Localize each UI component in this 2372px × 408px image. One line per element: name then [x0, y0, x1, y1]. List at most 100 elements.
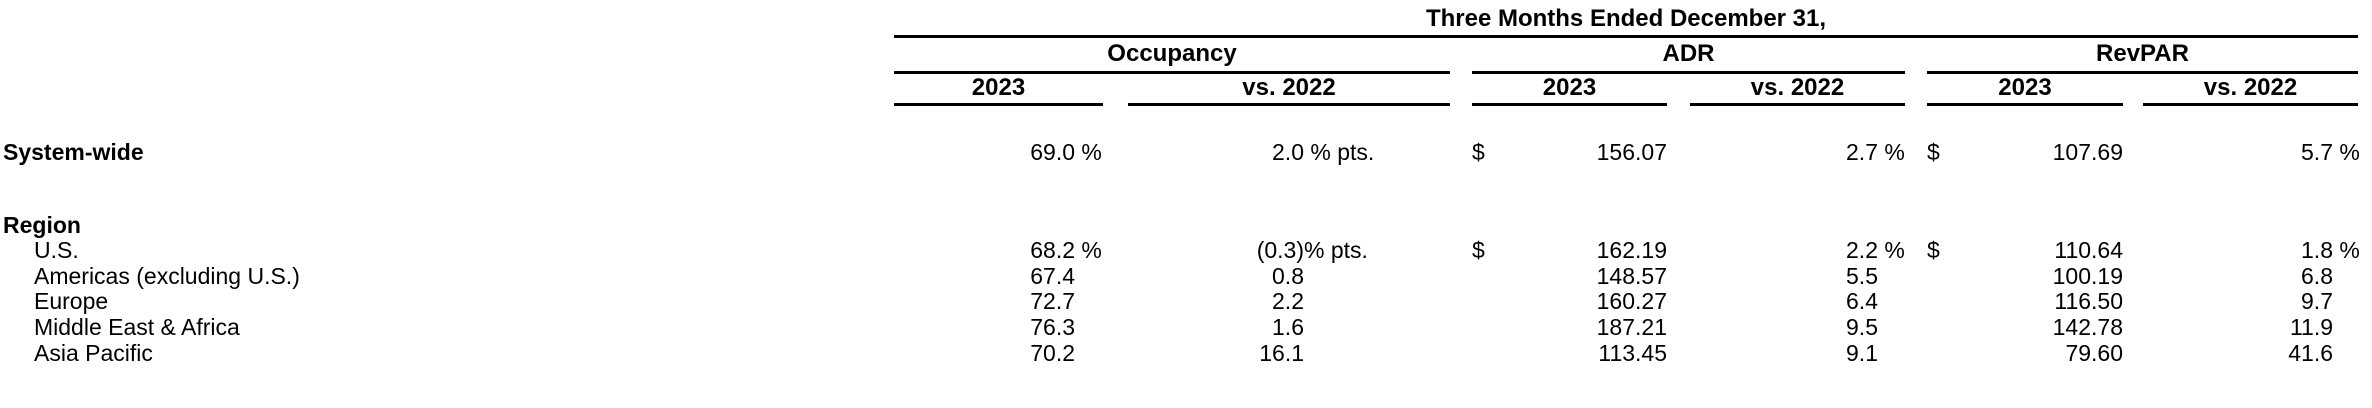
- unit-suffix: %: [1075, 138, 1102, 165]
- unit-suffix: %: [2333, 138, 2360, 165]
- revpar-vs2022-rule: [2143, 103, 2358, 106]
- value: 110.64: [2054, 236, 2123, 263]
- cell-revpar-vs2022: 1.8 %: [2143, 236, 2360, 263]
- cell-adr-2023: $162.19: [1472, 237, 1667, 263]
- value: 11.9: [2289, 313, 2333, 340]
- revpar-group-rule: [1927, 71, 2358, 74]
- occupancy-vs2022-rule: [1128, 103, 1450, 106]
- occupancy-2023-rule: [894, 103, 1103, 106]
- row-label: Middle East & Africa: [34, 313, 240, 340]
- value: 0.8: [1272, 262, 1304, 289]
- col-header-occupancy-vs2022: vs. 2022: [1242, 74, 1336, 101]
- row-label: Americas (excluding U.S.): [34, 262, 300, 289]
- value: 107.69: [2052, 138, 2123, 165]
- value: 79.60: [2065, 339, 2123, 366]
- adr-group-rule: [1472, 71, 1905, 74]
- cell-occupancy-vs2022: 2.2: [1128, 288, 1450, 314]
- cell-revpar-vs2022: 9.7: [2143, 288, 2358, 314]
- value: 6.8: [2301, 262, 2333, 289]
- period-header: Three Months Ended December 31,: [1425, 5, 1827, 32]
- cell-adr-vs2022: 5.5: [1690, 263, 1905, 289]
- adr-vs2022-rule: [1690, 103, 1905, 106]
- table-row-us: U.S. 68.2 % (0.3)% pts. $162.19 2.2 % $1…: [0, 237, 2372, 263]
- cell-occupancy-vs2022: 16.1: [1128, 340, 1450, 366]
- cell-adr-2023: $156.07: [1472, 139, 1667, 165]
- col-header-occupancy-2023: 2023: [971, 74, 1026, 101]
- cell-revpar-2023: 79.60: [1927, 340, 2123, 366]
- cell-occupancy-2023: 72.7: [894, 288, 1103, 314]
- dollar-sign: $: [1927, 138, 1940, 165]
- cell-revpar-vs2022: 6.8: [2143, 263, 2358, 289]
- value: 142.78: [2052, 313, 2123, 340]
- dollar-sign: $: [1472, 138, 1485, 165]
- value: 1.6: [1272, 313, 1304, 340]
- value: 76.3: [1030, 313, 1075, 340]
- group-header-occupancy: Occupancy: [1107, 40, 1237, 67]
- col-header-revpar-2023: 2023: [1998, 74, 2052, 101]
- value: 70.2: [1030, 339, 1075, 366]
- unit-suffix: % pts.: [1304, 236, 1368, 263]
- cell-occupancy-vs2022: 0.8: [1128, 263, 1450, 289]
- value: 9.7: [2301, 287, 2333, 314]
- cell-occupancy-2023: 67.4: [894, 263, 1103, 289]
- unit-suffix: %: [1878, 138, 1905, 165]
- value: 41.6: [2288, 339, 2333, 366]
- cell-adr-vs2022: 9.5: [1690, 314, 1905, 340]
- cell-adr-vs2022: 2.2 %: [1690, 237, 1905, 263]
- cell-occupancy-vs2022: (0.3)% pts.: [1128, 237, 1450, 263]
- value: 6.4: [1846, 287, 1878, 314]
- value: 5.7: [2301, 138, 2333, 165]
- cell-occupancy-2023: 76.3: [894, 314, 1103, 340]
- cell-adr-2023: 187.21: [1472, 314, 1667, 340]
- cell-adr-vs2022: 2.7 %: [1690, 139, 1905, 165]
- cell-adr-vs2022: 9.1: [1690, 340, 1905, 366]
- value: 72.7: [1030, 287, 1075, 314]
- cell-revpar-vs2022: 41.6: [2143, 340, 2358, 366]
- value: 16.1: [1259, 339, 1304, 366]
- unit-suffix: %: [1878, 236, 1905, 263]
- value: 2.2: [1846, 236, 1878, 263]
- cell-revpar-vs2022: 5.7 %: [2143, 138, 2360, 165]
- cell-occupancy-2023: 69.0 %: [894, 139, 1103, 165]
- table-row-europe: Europe 72.7 2.2 160.27 6.4 116.50 9.7: [0, 288, 2372, 314]
- cell-revpar-2023: 142.78: [1927, 314, 2123, 340]
- dollar-sign: $: [1927, 236, 1940, 263]
- value: 2.2: [1272, 287, 1304, 314]
- cell-adr-2023: 113.45: [1472, 340, 1667, 366]
- adr-2023-rule: [1472, 103, 1667, 106]
- value: 67.4: [1030, 262, 1075, 289]
- cell-adr-2023: 148.57: [1472, 263, 1667, 289]
- value: 1.8: [2301, 236, 2333, 263]
- value: (0.3): [1256, 236, 1304, 263]
- cell-revpar-2023: 100.19: [1927, 263, 2123, 289]
- col-header-adr-vs2022: vs. 2022: [1750, 74, 1845, 101]
- table-row-asia-pacific: Asia Pacific 70.2 16.1 113.45 9.1 79.60 …: [0, 340, 2372, 366]
- cell-occupancy-2023: 68.2 %: [894, 237, 1103, 263]
- cell-revpar-vs2022: 11.9: [2143, 314, 2358, 340]
- row-label: Asia Pacific: [34, 339, 153, 366]
- table-row-system-wide: System-wide 69.0 % 2.0 % pts. $156.07 2.…: [0, 139, 2372, 165]
- table-row-region-header: Region: [0, 212, 2372, 238]
- table-row-middle-east-africa: Middle East & Africa 76.3 1.6 187.21 9.5…: [0, 314, 2372, 340]
- value: 148.57: [1596, 262, 1667, 289]
- unit-suffix: %: [1075, 236, 1102, 263]
- value: 5.5: [1846, 262, 1878, 289]
- cell-revpar-2023: 116.50: [1927, 288, 2123, 314]
- group-header-revpar: RevPAR: [2096, 40, 2189, 67]
- unit-suffix: %: [2333, 236, 2360, 263]
- value: 187.21: [1596, 313, 1667, 340]
- col-header-revpar-vs2022: vs. 2022: [2203, 74, 2298, 101]
- cell-occupancy-vs2022: 1.6: [1128, 314, 1450, 340]
- value: 2.0: [1272, 138, 1304, 165]
- cell-occupancy-2023: 70.2: [894, 340, 1103, 366]
- value: 156.07: [1596, 138, 1667, 165]
- cell-revpar-2023: $110.64: [1927, 237, 2123, 263]
- row-label: Region: [3, 211, 81, 238]
- value: 68.2: [1030, 236, 1075, 263]
- header-rule: [894, 35, 2358, 38]
- value: 9.1: [1846, 339, 1878, 366]
- cell-occupancy-vs2022: 2.0 % pts.: [1128, 139, 1450, 165]
- group-header-adr: ADR: [1662, 40, 1715, 67]
- value: 160.27: [1596, 287, 1667, 314]
